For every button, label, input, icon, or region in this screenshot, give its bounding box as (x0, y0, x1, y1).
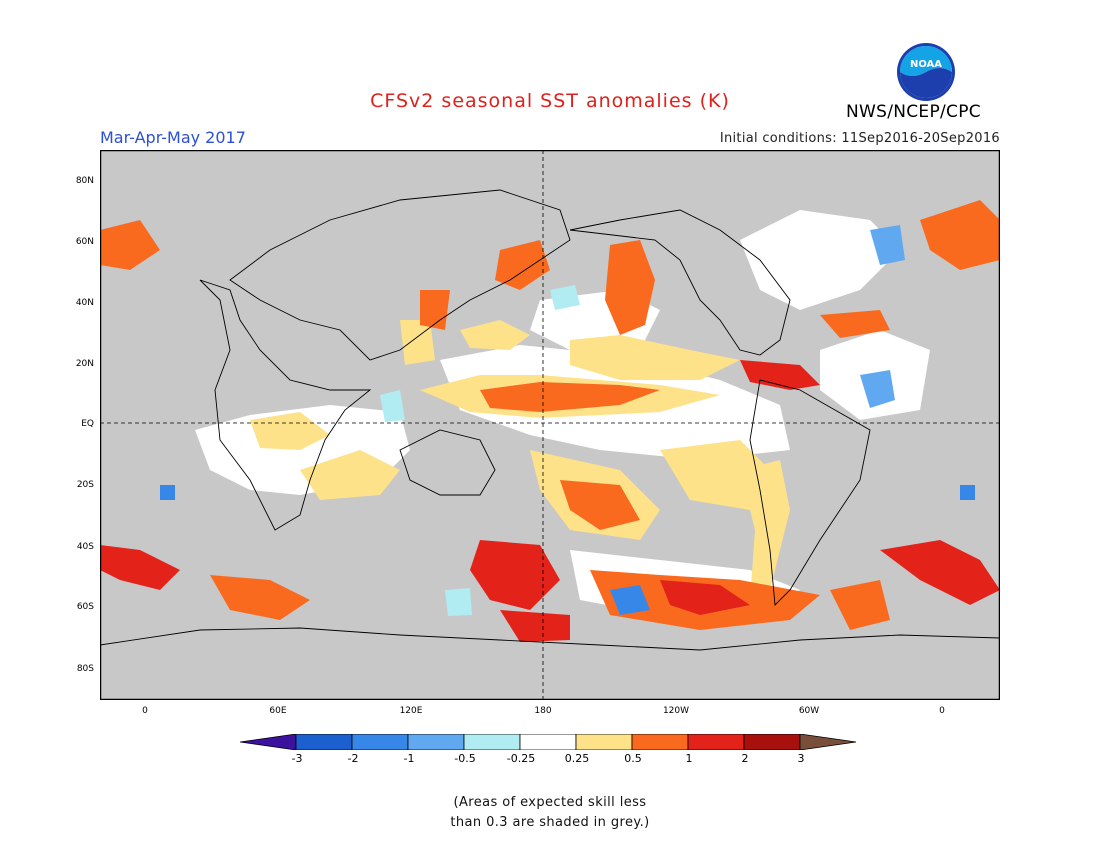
colorbar-label-neg2: -2 (347, 752, 359, 765)
colorbar-swatch-7 (631, 734, 689, 750)
colorbar-label-05: 0.5 (624, 752, 642, 765)
colorbar-swatch-8 (687, 734, 745, 750)
colorbar-label-2: 2 (741, 752, 749, 765)
colorbar-swatch-6 (575, 734, 633, 750)
lat-label-40s: 40S (76, 542, 94, 552)
initial-conditions-label: Initial conditions: 11Sep2016-20Sep2016 (719, 131, 1000, 146)
lon-label-120w: 120W (662, 706, 690, 716)
north-america-coast (569, 209, 791, 356)
negative-anomalies (160, 225, 975, 616)
lat-label-20n: 20N (75, 359, 94, 369)
colorbar-label-1: 1 (685, 752, 693, 765)
colorbar-label-3: 3 (797, 752, 805, 765)
lat-label-80s: 80S (76, 664, 94, 674)
chart-title: CFSv2 seasonal SST anomalies (K) (370, 90, 730, 112)
colorbar-arrow-left (240, 734, 297, 750)
lat-label-20s: 20S (76, 480, 94, 490)
antarctica-coast (100, 627, 1000, 651)
skill-note-line-2: than 0.3 are shaded in grey.) (450, 815, 650, 830)
colorbar-label-neg025: -0.25 (506, 752, 536, 765)
colorbar-label-neg1: -1 (403, 752, 415, 765)
lat-label-40n: 40N (75, 298, 94, 308)
lat-label-60n: 60N (75, 237, 94, 247)
colorbar-label-025: 0.25 (564, 752, 590, 765)
colorbar (240, 734, 857, 750)
colorbar-label-neg05: -0.5 (454, 752, 476, 765)
colorbar-swatch-2 (351, 734, 409, 750)
map-frame (100, 150, 1000, 700)
lon-label-60w: 60W (798, 706, 820, 716)
agency-label: NWS/NCEP/CPC (846, 102, 981, 122)
reference-lines (100, 150, 1000, 700)
colorbar-swatch-3 (407, 734, 465, 750)
positive-anomalies (100, 200, 1000, 642)
africa-coast (199, 279, 372, 531)
colorbar-swatch-1 (295, 734, 353, 750)
colorbar-swatch-4 (463, 734, 521, 750)
skill-note: (Areas of expected skill less than 0.3 a… (0, 793, 1100, 833)
skill-note-line-1: (Areas of expected skill less (453, 795, 647, 810)
colorbar-swatch-5 (519, 734, 577, 750)
coastlines (100, 189, 1000, 651)
lon-label-120e: 120E (399, 706, 423, 716)
noaa-logo: NOAA (897, 43, 955, 101)
colorbar-swatch-9 (743, 734, 801, 750)
colorbar-label-neg3: -3 (291, 752, 303, 765)
eurasia-coast (229, 189, 571, 361)
colorbar-arrow-right (799, 734, 857, 750)
season-label: Mar-Apr-May 2017 (100, 128, 246, 147)
noaa-logo-text: NOAA (910, 59, 942, 70)
lat-label-eq: EQ (81, 419, 94, 429)
lat-label-60s: 60S (76, 602, 94, 612)
lon-label-60e: 60E (269, 706, 287, 716)
lon-label-0-right: 0 (939, 706, 945, 716)
lon-label-180: 180 (534, 706, 552, 716)
south-america-coast (749, 379, 871, 606)
australia-coast (399, 429, 496, 496)
lon-label-0: 0 (142, 706, 148, 716)
sst-anomaly-map (100, 150, 1000, 700)
lat-label-80n: 80N (75, 176, 94, 186)
